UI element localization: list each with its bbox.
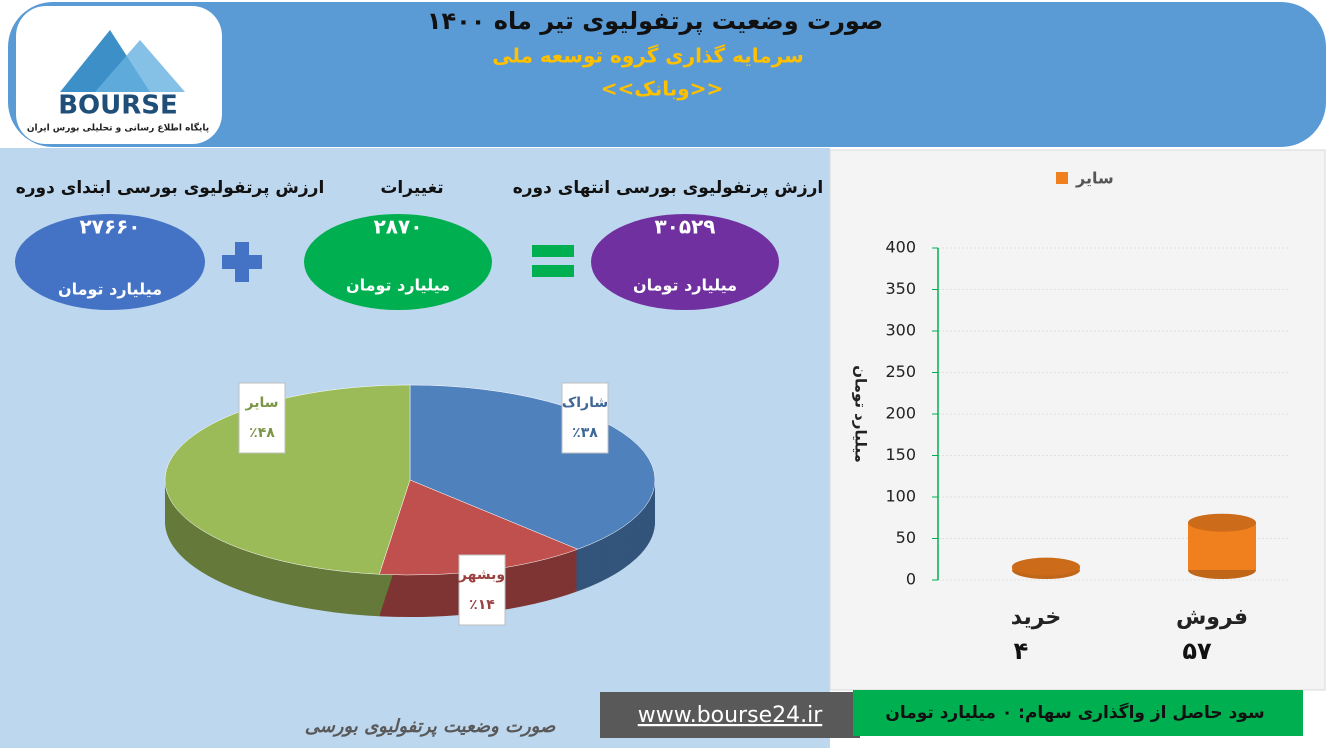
summary-label: ارزش پرتفولیوی بورسی ابتدای دوره [16, 178, 325, 198]
data-label-value: ٪۱۴ [469, 597, 495, 613]
y-tick-label: 100 [885, 487, 916, 506]
data-label-name: شاراک [562, 395, 608, 411]
summary-value: ۲۷۶۶۰ [79, 215, 140, 239]
equals-bar [532, 245, 574, 257]
summary-unit: میلیارد تومان [58, 280, 162, 299]
data-label-box [238, 382, 286, 454]
data-label-name: وبشهر [458, 567, 505, 583]
equals-bar [532, 265, 574, 277]
profit-text: سود حاصل از واگذاری سهام: ۰ میلیارد توما… [885, 702, 1264, 723]
y-tick-label: 200 [885, 404, 916, 423]
data-label-name: سایر [245, 395, 279, 411]
x-tick-label: خرید [1011, 605, 1062, 630]
plus-bar [235, 242, 249, 282]
charts: شاراک ٪۳۸ وبشهر ٪۱۴ سایر ٪۴۸ 0 50 100 150 200 250 30… [164, 169, 1290, 665]
header-subtitle: سرمایه گذاری گروه توسعه ملی [492, 44, 804, 68]
logo-brand: BOURSE [58, 91, 178, 121]
header-symbol: <<وبانک>> [601, 77, 723, 101]
summary-unit: میلیارد تومان [633, 276, 737, 295]
summary-value: ۳۰۵۲۹ [654, 215, 715, 239]
y-tick-label: 400 [885, 238, 916, 257]
y-tick-label: 50 [896, 528, 916, 547]
y-tick-label: 150 [885, 445, 916, 464]
y-tick-label: 300 [885, 321, 916, 340]
data-label-box [458, 554, 506, 626]
data-label-value: ٪۳۸ [572, 425, 598, 441]
summary-bubble [591, 214, 779, 310]
x-tick-label: فروش [1176, 605, 1248, 630]
data-label: ۴ [1014, 637, 1029, 665]
data-label: ۵۷ [1182, 637, 1212, 665]
y-axis-label: میلیارد تومان [852, 365, 870, 463]
header-band [8, 2, 1326, 147]
logo-shape [95, 40, 185, 92]
equals-sign [532, 245, 574, 277]
summary-label: تغییرات [380, 178, 443, 198]
summary-unit: میلیارد تومان [346, 276, 450, 295]
data-label-box [561, 382, 609, 454]
summary-value: ۲۸۷۰ [374, 215, 423, 239]
legend-swatch [1056, 172, 1068, 184]
footer-caption: صورت وضعیت پرتفولیوی بورسی [305, 716, 556, 737]
legend-label: سایر [1075, 169, 1114, 188]
profit-box [853, 690, 1303, 736]
legend: سایر [1056, 169, 1114, 188]
y-tick-label: 350 [885, 279, 916, 298]
summary-bubble [15, 214, 205, 310]
plus-sign [222, 242, 262, 282]
y-tick-label: 0 [906, 570, 916, 589]
header-title: صورت وضعیت پرتفولیوی تیر ماه ۱۴۰۰ [427, 7, 883, 35]
cylinder-top [1188, 513, 1256, 532]
y-tick-label: 250 [885, 362, 916, 381]
website[interactable]: www.bourse24.ir [638, 703, 823, 728]
website-box [600, 692, 860, 738]
logo-tagline: پایگاه اطلاع رسانی و تحلیلی بورس ایران [27, 122, 209, 134]
summary-bubble [304, 214, 492, 310]
data-label-value: ٪۴۸ [249, 425, 275, 441]
cylinder-top [1012, 557, 1080, 576]
right-panel [829, 149, 1326, 691]
pie-slice [164, 384, 411, 575]
summary-label: ارزش پرتفولیوی بورسی انتهای دوره [513, 178, 824, 198]
